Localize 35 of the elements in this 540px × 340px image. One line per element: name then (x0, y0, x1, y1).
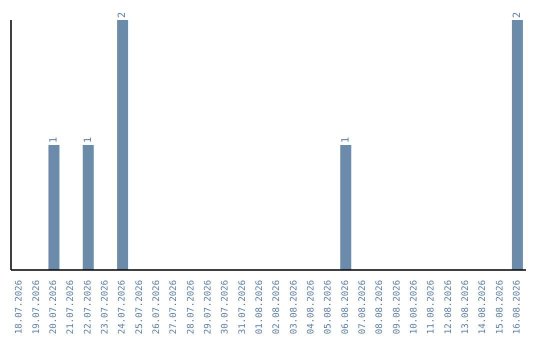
x-tick-label: 15.08.2026 (495, 280, 506, 334)
data-label: 2 (512, 12, 523, 18)
x-tick-label: 19.07.2026 (32, 280, 42, 334)
x-tick-label: 27.07.2026 (169, 280, 180, 334)
data-label: 1 (340, 136, 352, 143)
x-tick-label: 23.07.2026 (100, 280, 110, 334)
x-tick-label: 31.07.2026 (238, 280, 248, 334)
x-tick-label: 02.08.2026 (272, 280, 282, 334)
x-tick-label: 26.07.2026 (152, 280, 162, 334)
x-tick-label: 05.08.2026 (324, 280, 334, 334)
x-tick-label: 09.08.2026 (392, 280, 402, 334)
x-tick-label: 07.08.2026 (358, 280, 368, 334)
x-tick-label: 04.08.2026 (306, 280, 316, 334)
x-tick-label: 11.08.2026 (426, 280, 437, 334)
x-tick-label: 10.08.2026 (409, 280, 420, 334)
x-tick-label: 13.08.2026 (460, 280, 471, 334)
x-tick-label: 21.07.2026 (66, 280, 76, 334)
x-tick-label: 03.08.2026 (289, 280, 300, 334)
x-tick-label: 24.07.2026 (118, 280, 128, 334)
x-tick-label: 12.08.2026 (444, 280, 454, 334)
x-tick-label: 28.07.2026 (186, 280, 196, 334)
x-tick-label: 30.07.2026 (220, 280, 231, 334)
x-tick-label: 22.07.2026 (83, 280, 94, 334)
x-tick-label: 20.07.2026 (48, 280, 59, 334)
x-tick-label: 01.08.2026 (254, 280, 265, 334)
data-label: 1 (82, 136, 94, 143)
x-tick-label: 14.08.2026 (478, 280, 488, 334)
x-tick-label: 16.08.2026 (512, 280, 522, 334)
x-tick-label: 06.08.2026 (340, 280, 351, 334)
x-tick-label: 18.07.2026 (14, 280, 25, 334)
x-tick-label: 29.07.2026 (203, 280, 214, 334)
data-label: 1 (48, 136, 60, 143)
x-tick-label: 25.07.2026 (134, 280, 145, 334)
data-label: 2 (117, 12, 128, 18)
x-tick-label: 08.08.2026 (375, 280, 386, 334)
